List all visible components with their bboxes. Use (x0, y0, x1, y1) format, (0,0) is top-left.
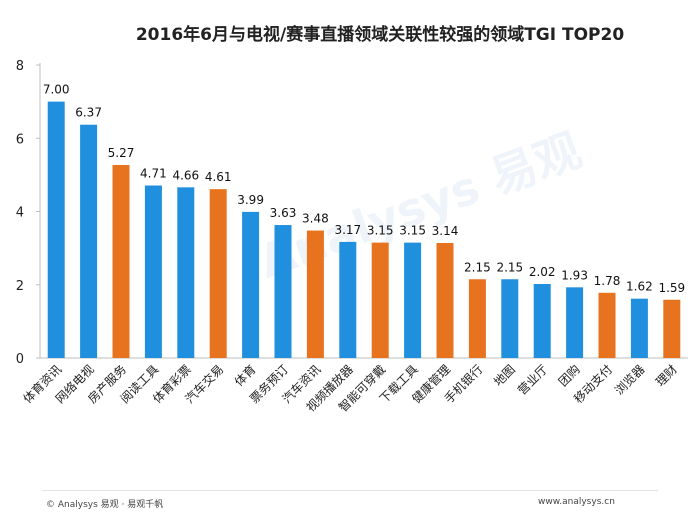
bar (80, 124, 98, 358)
data-label: 3.48 (302, 212, 329, 226)
y-tick-label: 2 (16, 279, 24, 294)
bar (144, 185, 162, 358)
bar (274, 225, 292, 358)
data-label: 3.17 (334, 223, 361, 237)
bar (501, 279, 519, 358)
bar (436, 242, 454, 358)
bar (663, 299, 681, 358)
x-tick-label: 团购 (555, 362, 583, 390)
data-label: 3.99 (237, 193, 264, 207)
bar (468, 279, 486, 358)
data-label: 3.14 (432, 224, 459, 238)
bar (112, 164, 130, 358)
bar (242, 211, 260, 358)
bar (566, 287, 584, 358)
bar (306, 230, 324, 358)
data-label: 2.02 (529, 265, 556, 279)
data-label: 4.61 (205, 170, 232, 184)
y-tick-label: 8 (16, 59, 24, 74)
bar (47, 101, 65, 358)
data-label: 1.59 (658, 281, 685, 295)
data-label: 2.15 (464, 260, 491, 274)
data-label: 3.63 (270, 206, 297, 220)
footer-divider (42, 490, 658, 491)
data-label: 3.15 (399, 224, 426, 238)
chart-title: 2016年6月与电视/赛事直播领域关联性较强的领域TGI TOP20 (135, 25, 625, 45)
x-tick-label: 体育 (231, 362, 259, 390)
footer-copyright: © Analysys 易观 · 易观千帆 (46, 500, 164, 510)
bar (598, 292, 616, 358)
y-tick-label: 6 (16, 132, 24, 147)
data-label: 5.27 (108, 146, 135, 160)
bar (630, 298, 648, 358)
data-label: 1.78 (594, 274, 621, 288)
data-label: 4.71 (140, 166, 167, 180)
data-label: 4.66 (172, 168, 199, 182)
bar (533, 284, 551, 358)
footer-url: www.analysys.cn (538, 497, 615, 507)
bar (339, 241, 357, 358)
bar (209, 189, 227, 358)
bar (404, 242, 422, 358)
bar (371, 242, 389, 358)
data-label: 6.37 (75, 106, 102, 120)
y-tick-label: 0 (16, 352, 24, 367)
data-label: 1.62 (626, 280, 653, 294)
x-tick-label: 浏览器 (611, 362, 647, 398)
y-tick-label: 4 (16, 206, 24, 221)
x-tick-label: 理财 (653, 362, 680, 389)
data-label: 2.15 (496, 260, 523, 274)
bar (177, 187, 195, 358)
data-label: 3.15 (367, 224, 394, 238)
x-tick-label: 地图 (491, 362, 518, 389)
data-label: 7.00 (43, 83, 70, 97)
x-tick-label: 营业厅 (515, 362, 550, 397)
data-label: 1.93 (561, 268, 588, 282)
